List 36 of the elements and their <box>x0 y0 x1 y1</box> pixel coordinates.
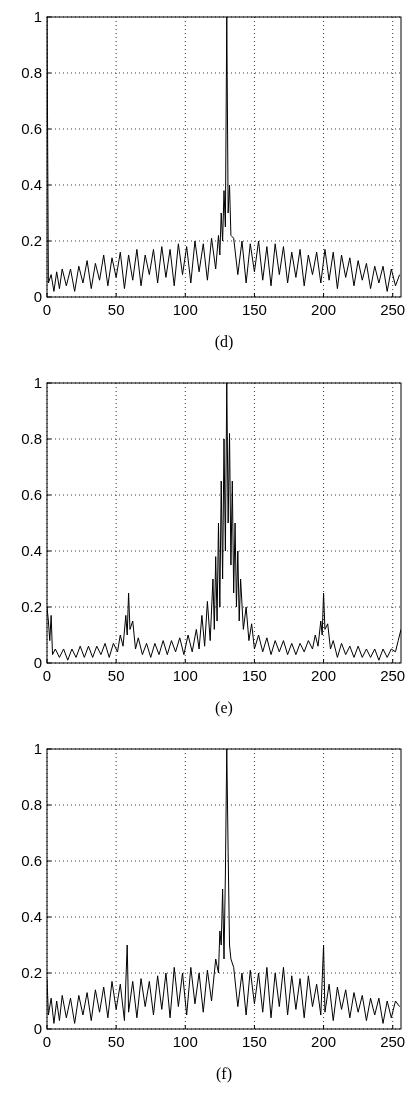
y-tick-label: 0.4 <box>21 176 42 193</box>
x-tick-label: 100 <box>172 1033 198 1050</box>
y-tick-label: 0.8 <box>21 64 42 81</box>
y-tick-label: 0 <box>33 1020 42 1037</box>
x-tick-label: 150 <box>241 301 267 318</box>
y-tick-label: 1 <box>33 740 42 757</box>
y-tick-label: 0.2 <box>21 598 42 615</box>
x-tick-label: 50 <box>107 1033 125 1050</box>
y-tick-label: 0 <box>33 654 42 671</box>
x-tick-label: 50 <box>107 667 125 684</box>
x-tick-label: 200 <box>311 667 337 684</box>
y-tick-label: 0.8 <box>21 430 42 447</box>
x-axis-title: (d) <box>214 333 234 351</box>
y-tick-label: 0.6 <box>21 852 42 869</box>
x-tick-label: 250 <box>380 1033 406 1050</box>
x-tick-label: 100 <box>172 301 198 318</box>
y-tick-label: 0 <box>33 288 42 305</box>
y-tick-label: 0.6 <box>21 486 42 503</box>
x-axis-title: (f) <box>216 1065 232 1083</box>
y-tick-label: 0.6 <box>21 120 42 137</box>
x-tick-label: 100 <box>172 667 198 684</box>
x-tick-label: 150 <box>241 667 267 684</box>
y-tick-label: 0.8 <box>21 796 42 813</box>
y-tick-label: 1 <box>33 374 42 391</box>
x-tick-label: 250 <box>380 667 406 684</box>
y-tick-label: 1 <box>33 8 42 25</box>
x-tick-label: 200 <box>311 301 337 318</box>
y-tick-label: 0.2 <box>21 232 42 249</box>
x-tick-label: 200 <box>311 1033 337 1050</box>
x-tick-label: 150 <box>241 1033 267 1050</box>
x-axis-title: (e) <box>215 699 233 717</box>
y-tick-label: 0.4 <box>21 542 42 559</box>
y-tick-label: 0.4 <box>21 908 42 925</box>
x-tick-label: 50 <box>107 301 125 318</box>
y-tick-label: 0.2 <box>21 964 42 981</box>
x-tick-label: 250 <box>380 301 406 318</box>
